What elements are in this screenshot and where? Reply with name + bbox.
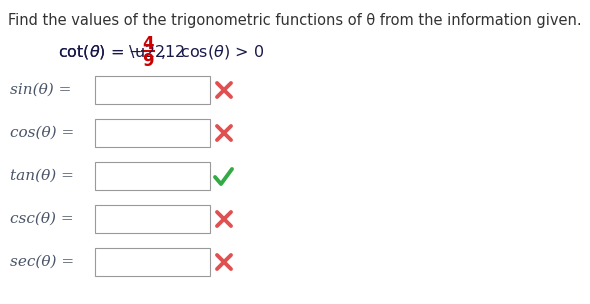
Text: tan(θ) =: tan(θ) = bbox=[10, 169, 74, 183]
Text: csc(θ) =: csc(θ) = bbox=[10, 212, 74, 226]
Text: 9: 9 bbox=[142, 52, 154, 70]
FancyBboxPatch shape bbox=[95, 162, 210, 190]
FancyBboxPatch shape bbox=[95, 248, 210, 276]
FancyBboxPatch shape bbox=[95, 205, 210, 233]
Text: ,   cos($\it{\theta}$) > 0: , cos($\it{\theta}$) > 0 bbox=[160, 43, 264, 61]
Text: cot($\it{\theta}$) = \u2212: cot($\it{\theta}$) = \u2212 bbox=[58, 43, 185, 61]
FancyBboxPatch shape bbox=[95, 119, 210, 147]
Text: sin(θ) =: sin(θ) = bbox=[10, 83, 71, 97]
Text: cot($\it{\theta}$) = $-$: cot($\it{\theta}$) = $-$ bbox=[58, 43, 142, 61]
Text: sec(θ) =: sec(θ) = bbox=[10, 255, 74, 269]
FancyBboxPatch shape bbox=[95, 76, 210, 104]
Text: 4: 4 bbox=[142, 35, 154, 53]
Text: cos(θ) =: cos(θ) = bbox=[10, 126, 74, 140]
Text: Find the values of the trigonometric functions of θ from the information given.: Find the values of the trigonometric fun… bbox=[8, 13, 582, 28]
